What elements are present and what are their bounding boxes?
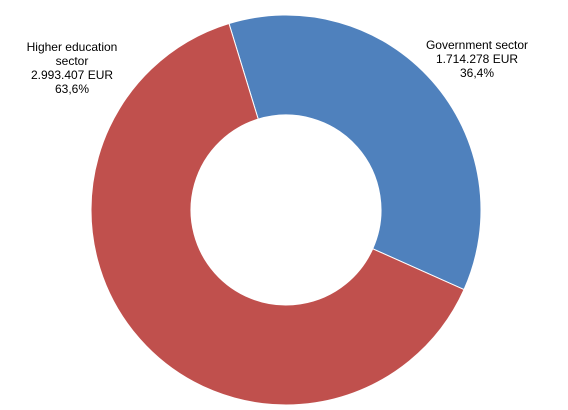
category-label: Government sector [425, 38, 529, 52]
value-label: 1.714.278 EUR [435, 52, 519, 66]
percent-label: 36,4% [459, 66, 495, 80]
donut-slice [228, 14, 482, 291]
slice-label: Government sector 1.714.278 EUR 36,4% [415, 38, 539, 80]
donut-slice [90, 22, 465, 406]
percent-label: 63,6% [54, 82, 90, 96]
value-label: 2.993.407 EUR [30, 68, 114, 82]
category-label: Higher education sector [26, 40, 118, 68]
slice-label: Higher education sector 2.993.407 EUR 63… [16, 40, 128, 96]
